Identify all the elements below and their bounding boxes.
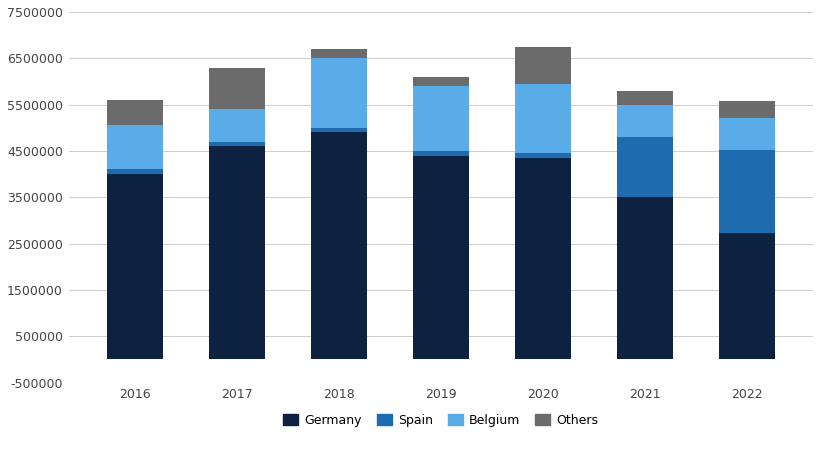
Bar (106, 174, 163, 360)
Bar (616, 104, 672, 137)
Bar (310, 128, 366, 132)
Bar (717, 101, 774, 117)
Bar (209, 142, 265, 146)
Bar (616, 137, 672, 197)
Bar (106, 170, 163, 174)
Bar (209, 109, 265, 142)
Bar (209, 68, 265, 109)
Legend: Germany, Spain, Belgium, Others: Germany, Spain, Belgium, Others (278, 409, 603, 432)
Bar (514, 153, 570, 158)
Bar (310, 132, 366, 360)
Bar (412, 86, 468, 151)
Bar (106, 100, 163, 126)
Bar (616, 91, 672, 104)
Bar (616, 197, 672, 360)
Bar (310, 58, 366, 128)
Bar (514, 84, 570, 153)
Bar (412, 156, 468, 360)
Bar (209, 146, 265, 360)
Bar (412, 151, 468, 156)
Bar (514, 47, 570, 84)
Bar (310, 49, 366, 58)
Bar (106, 126, 163, 170)
Bar (717, 117, 774, 150)
Bar (514, 158, 570, 360)
Bar (717, 150, 774, 234)
Bar (412, 77, 468, 86)
Bar (717, 234, 774, 360)
